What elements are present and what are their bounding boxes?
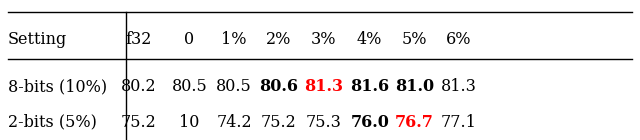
Text: 76.0: 76.0 <box>350 114 389 131</box>
Text: f32: f32 <box>125 31 152 48</box>
Text: 81.6: 81.6 <box>350 78 389 95</box>
Text: 75.2: 75.2 <box>120 114 156 131</box>
Text: 76.7: 76.7 <box>395 114 434 131</box>
Text: 6%: 6% <box>446 31 472 48</box>
Text: 75.2: 75.2 <box>260 114 296 131</box>
Text: 80.6: 80.6 <box>259 78 298 95</box>
Text: 2-bits (5%): 2-bits (5%) <box>8 114 97 131</box>
Text: 74.2: 74.2 <box>216 114 252 131</box>
Text: 0: 0 <box>184 31 195 48</box>
Text: 75.3: 75.3 <box>305 114 341 131</box>
Text: 4%: 4% <box>357 31 382 48</box>
Text: Setting: Setting <box>8 31 67 48</box>
Text: 10: 10 <box>179 114 200 131</box>
Text: 80.5: 80.5 <box>216 78 252 95</box>
Text: 8-bits (10%): 8-bits (10%) <box>8 78 107 95</box>
Text: 81.0: 81.0 <box>395 78 434 95</box>
Text: 5%: 5% <box>401 31 427 48</box>
Text: 3%: 3% <box>310 31 336 48</box>
Text: 2%: 2% <box>266 31 291 48</box>
Text: 1%: 1% <box>221 31 247 48</box>
Text: 77.1: 77.1 <box>441 114 477 131</box>
Text: 80.2: 80.2 <box>120 78 156 95</box>
Text: 81.3: 81.3 <box>304 78 342 95</box>
Text: 80.5: 80.5 <box>172 78 207 95</box>
Text: 81.3: 81.3 <box>441 78 477 95</box>
